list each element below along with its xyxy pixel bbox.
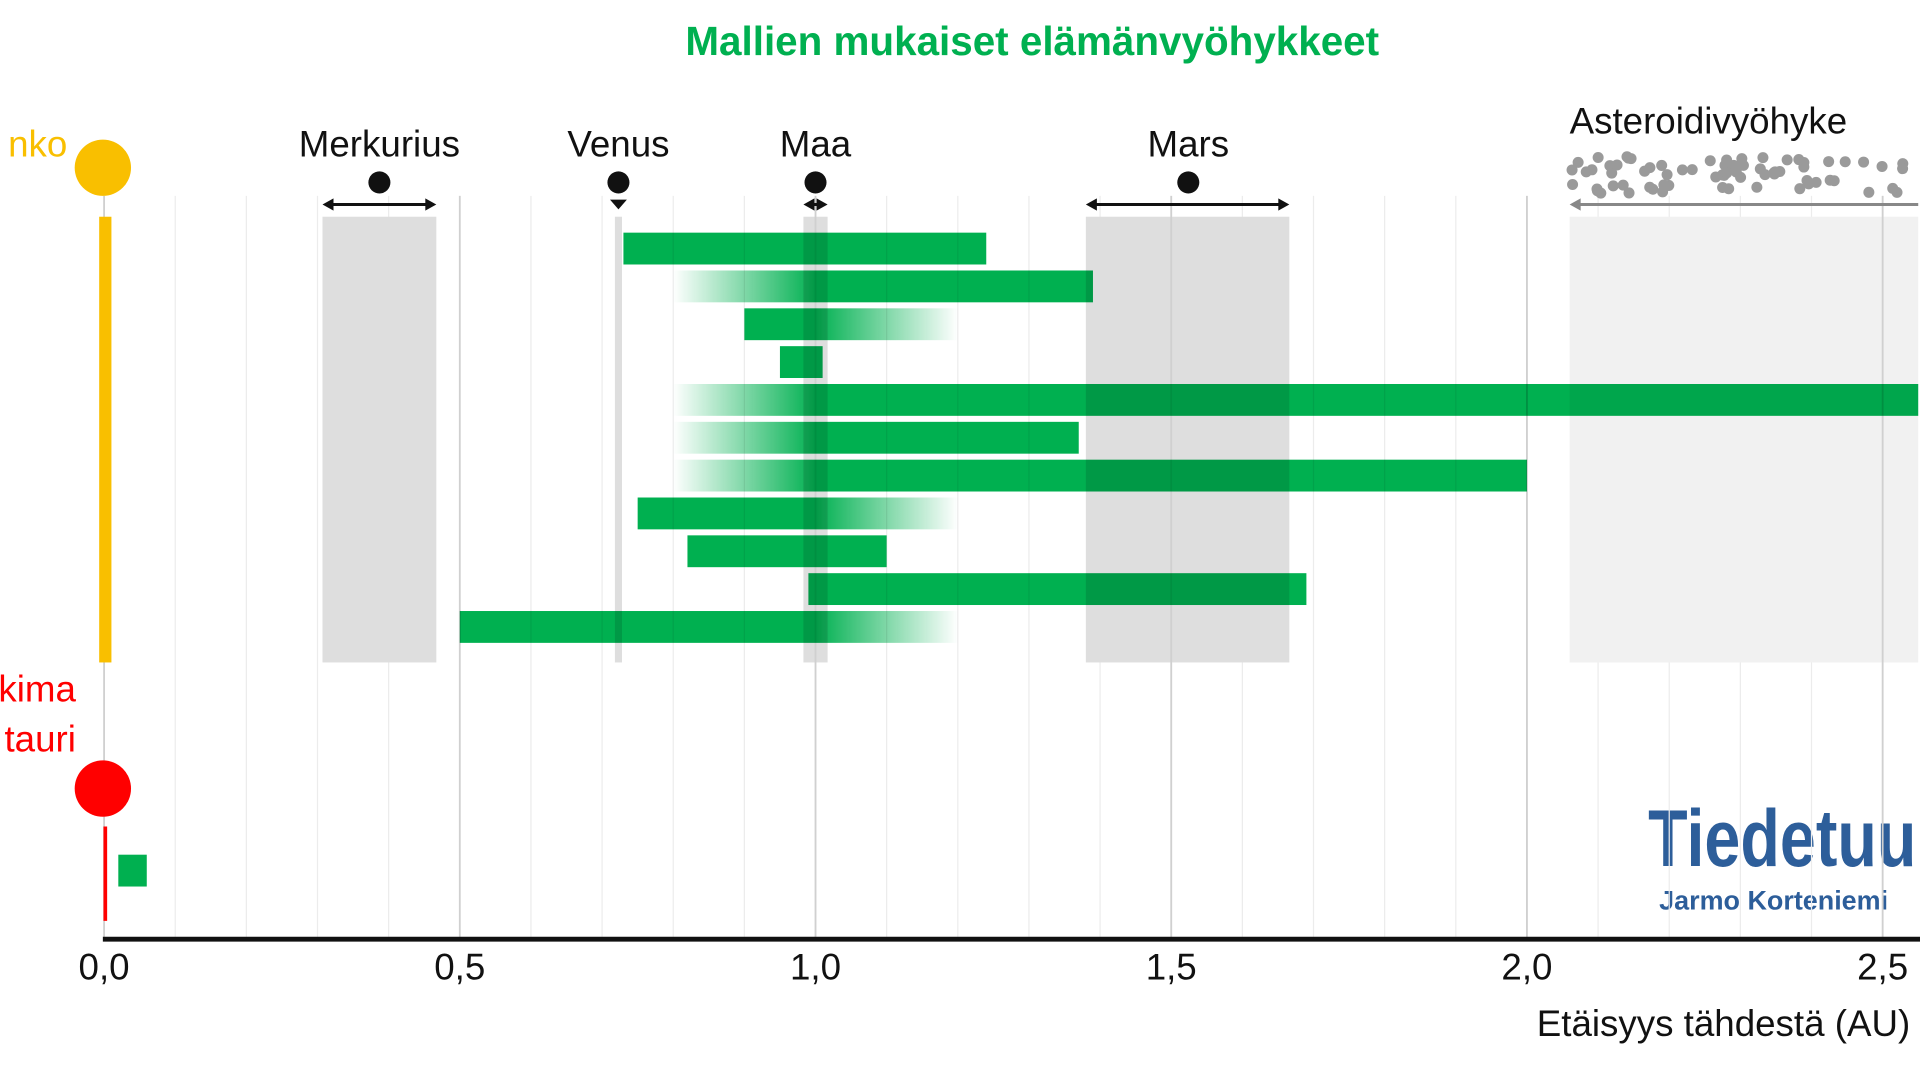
x-tick-label: 1,5 [1146,946,1197,987]
zone-bar [673,384,1919,416]
star-label: tauri [4,719,75,760]
zone-bar [744,308,958,341]
zone-bar [673,270,1093,303]
zone-bar [637,497,958,530]
x-axis-title: Etäisyys tähdestä (AU) [1537,1003,1910,1044]
planet-dot [1177,171,1200,194]
planet-dot [368,171,391,194]
chart-title: Mallien mukaiset elämänvyöhykkeet [685,18,1379,64]
planet-zone [322,216,437,663]
star-label: nko [8,124,67,165]
x-tick-label: 1,0 [790,946,841,987]
planet-label: Venus [567,124,669,165]
star [74,139,132,196]
zone-bar [459,611,958,643]
planet-label: Merkurius [299,124,460,165]
asteroid-zone [1569,216,1919,663]
zone-bar [673,421,1079,454]
x-tick-label: 2,5 [1857,946,1908,987]
planet-dot [607,171,630,194]
zone-bar [808,573,1307,606]
planet-label: Mars [1147,124,1229,165]
zone-bar [623,232,987,265]
planet-range [609,199,627,210]
author: Jarmo Korteniemi [1659,886,1888,916]
star-label: kima [0,669,76,710]
x-tick-label: 0,0 [79,946,130,987]
zone-bar [118,854,147,887]
asteroid-label: Asteroidivyöhyke [1570,100,1848,141]
zone-bar [673,459,1527,492]
x-tick-label: 0,5 [434,946,485,987]
zone-bar [779,346,823,378]
planet-label: Maa [780,124,852,165]
planet-dot [804,171,827,194]
zone-bar [687,535,887,568]
x-tick-label: 2,0 [1501,946,1552,987]
planet-zone [614,216,623,663]
logo: Tiedetuu [1648,793,1916,884]
star [74,760,132,817]
